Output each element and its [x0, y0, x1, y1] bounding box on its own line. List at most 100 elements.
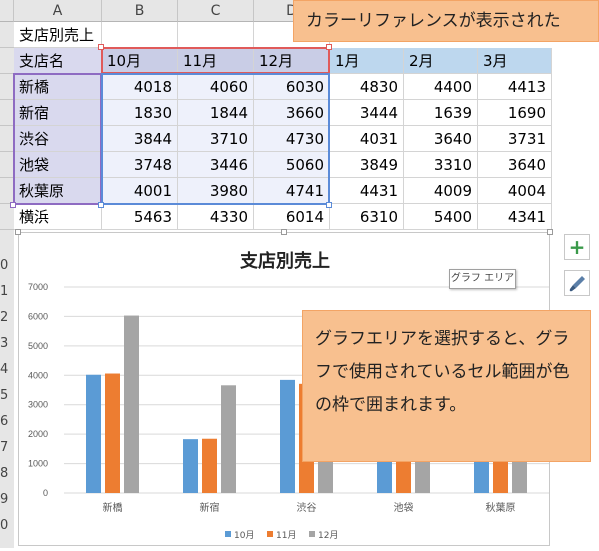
value-cell[interactable]: 6014: [254, 204, 330, 230]
branch-cell[interactable]: 横浜: [14, 204, 102, 230]
header-cell-month[interactable]: 11月: [178, 48, 254, 74]
value-cell[interactable]: 5463: [102, 204, 178, 230]
value-cell[interactable]: 4031: [330, 126, 404, 152]
row-number: 0: [0, 258, 9, 273]
header-cell-month[interactable]: 10月: [102, 48, 178, 74]
branch-cell[interactable]: 新橋: [14, 74, 102, 100]
legend-swatch: [225, 531, 231, 537]
value-cell[interactable]: 4004: [478, 178, 552, 204]
value-cell[interactable]: 3640: [478, 152, 552, 178]
value-cell[interactable]: 5400: [404, 204, 478, 230]
y-tick-label: 6000: [28, 311, 48, 321]
legend-label: 10月: [234, 530, 254, 541]
value-cell[interactable]: 4330: [178, 204, 254, 230]
value-cell[interactable]: 4741: [254, 178, 330, 204]
value-cell[interactable]: 4009: [404, 178, 478, 204]
y-tick-label: 4000: [28, 370, 48, 380]
y-tick-label: 5000: [28, 341, 48, 351]
value-cell[interactable]: 4431: [330, 178, 404, 204]
value-cell[interactable]: 4341: [478, 204, 552, 230]
row-header[interactable]: [0, 204, 14, 230]
chart-elements-button[interactable]: +: [564, 234, 590, 260]
row-header[interactable]: [0, 178, 14, 204]
value-cell[interactable]: 3444: [330, 100, 404, 126]
cell[interactable]: [102, 22, 178, 48]
value-cell[interactable]: 4018: [102, 74, 178, 100]
chart-resize-handle[interactable]: [15, 229, 21, 235]
bar[interactable]: [221, 385, 236, 493]
reference-handle[interactable]: [98, 202, 104, 208]
value-cell[interactable]: 3310: [404, 152, 478, 178]
corner-header[interactable]: [0, 0, 14, 22]
value-cell[interactable]: 4730: [254, 126, 330, 152]
row-header[interactable]: [0, 126, 14, 152]
value-cell[interactable]: 3849: [330, 152, 404, 178]
branch-cell[interactable]: 新宿: [14, 100, 102, 126]
reference-frame-values: [101, 73, 330, 205]
sheet-title-cell[interactable]: 支店別売上: [14, 22, 102, 48]
value-cell[interactable]: 3844: [102, 126, 178, 152]
bar[interactable]: [183, 439, 198, 493]
row-header[interactable]: [0, 22, 14, 48]
bar[interactable]: [86, 374, 101, 493]
value-cell[interactable]: 3660: [254, 100, 330, 126]
value-cell[interactable]: 3980: [178, 178, 254, 204]
row-number: 8: [0, 466, 9, 481]
y-tick-label: 3000: [28, 400, 48, 410]
value-cell[interactable]: 6310: [330, 204, 404, 230]
value-cell[interactable]: 3446: [178, 152, 254, 178]
chart-resize-handle[interactable]: [281, 229, 287, 235]
cell[interactable]: [178, 22, 254, 48]
bar[interactable]: [124, 315, 139, 493]
value-cell[interactable]: 1830: [102, 100, 178, 126]
value-cell[interactable]: 1844: [178, 100, 254, 126]
column-header-a[interactable]: A: [14, 0, 102, 22]
header-cell-month[interactable]: 2月: [404, 48, 478, 74]
value-cell[interactable]: 3640: [404, 126, 478, 152]
value-cell[interactable]: 3748: [102, 152, 178, 178]
header-cell-month[interactable]: 3月: [478, 48, 552, 74]
bar[interactable]: [202, 438, 217, 493]
y-tick-label: 2000: [28, 429, 48, 439]
row-number: 2: [0, 310, 9, 325]
value-cell[interactable]: 1690: [478, 100, 552, 126]
header-cell-month[interactable]: 1月: [330, 48, 404, 74]
chart-styles-button[interactable]: [564, 270, 590, 296]
row-header[interactable]: [0, 74, 14, 100]
branch-cell[interactable]: 渋谷: [14, 126, 102, 152]
legend-label: 11月: [276, 530, 296, 541]
chart-resize-handle[interactable]: [547, 229, 553, 235]
bar[interactable]: [280, 379, 295, 493]
row-number: 9: [0, 492, 9, 507]
value-cell[interactable]: 3731: [478, 126, 552, 152]
value-cell[interactable]: 4413: [478, 74, 552, 100]
row-header[interactable]: [0, 100, 14, 126]
row-header[interactable]: [0, 152, 14, 178]
row-header-lower[interactable]: 0 1 2 3 4 5 6 7 8 9 0: [0, 230, 14, 548]
chart-title[interactable]: 支店別売上: [239, 250, 330, 272]
reference-handle[interactable]: [326, 44, 332, 50]
header-cell-branch[interactable]: 支店名: [14, 48, 102, 74]
value-cell[interactable]: 4001: [102, 178, 178, 204]
reference-handle[interactable]: [10, 202, 16, 208]
value-cell[interactable]: 4060: [178, 74, 254, 100]
value-cell[interactable]: 4830: [330, 74, 404, 100]
reference-handle[interactable]: [326, 202, 332, 208]
value-cell[interactable]: 3710: [178, 126, 254, 152]
value-cell[interactable]: 6030: [254, 74, 330, 100]
value-cell[interactable]: 5060: [254, 152, 330, 178]
column-header-b[interactable]: B: [102, 0, 178, 22]
legend-label: 12月: [318, 530, 338, 541]
branch-cell[interactable]: 池袋: [14, 152, 102, 178]
value-cell[interactable]: 1639: [404, 100, 478, 126]
x-tick-label: 池袋: [394, 501, 414, 514]
bar[interactable]: [105, 373, 120, 493]
x-tick-label: 新橋: [103, 501, 123, 514]
reference-frame-categories: [13, 73, 102, 205]
value-cell[interactable]: 4400: [404, 74, 478, 100]
callout-color-reference: カラーリファレンスが表示された: [293, 0, 599, 42]
column-header-c[interactable]: C: [178, 0, 254, 22]
y-tick-label: 1000: [28, 459, 48, 469]
row-header[interactable]: [0, 48, 14, 74]
reference-handle[interactable]: [98, 44, 104, 50]
